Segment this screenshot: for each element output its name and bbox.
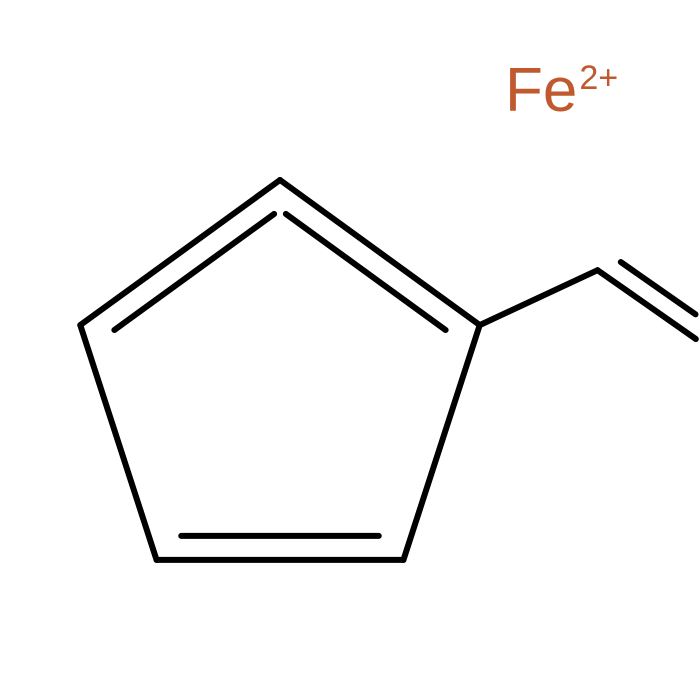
iron-symbol: Fe <box>505 60 577 122</box>
iron-ion-label: Fe2+ <box>505 60 618 122</box>
iron-charge: 2+ <box>579 61 618 95</box>
structure-canvas: Fe2+ <box>0 0 700 700</box>
